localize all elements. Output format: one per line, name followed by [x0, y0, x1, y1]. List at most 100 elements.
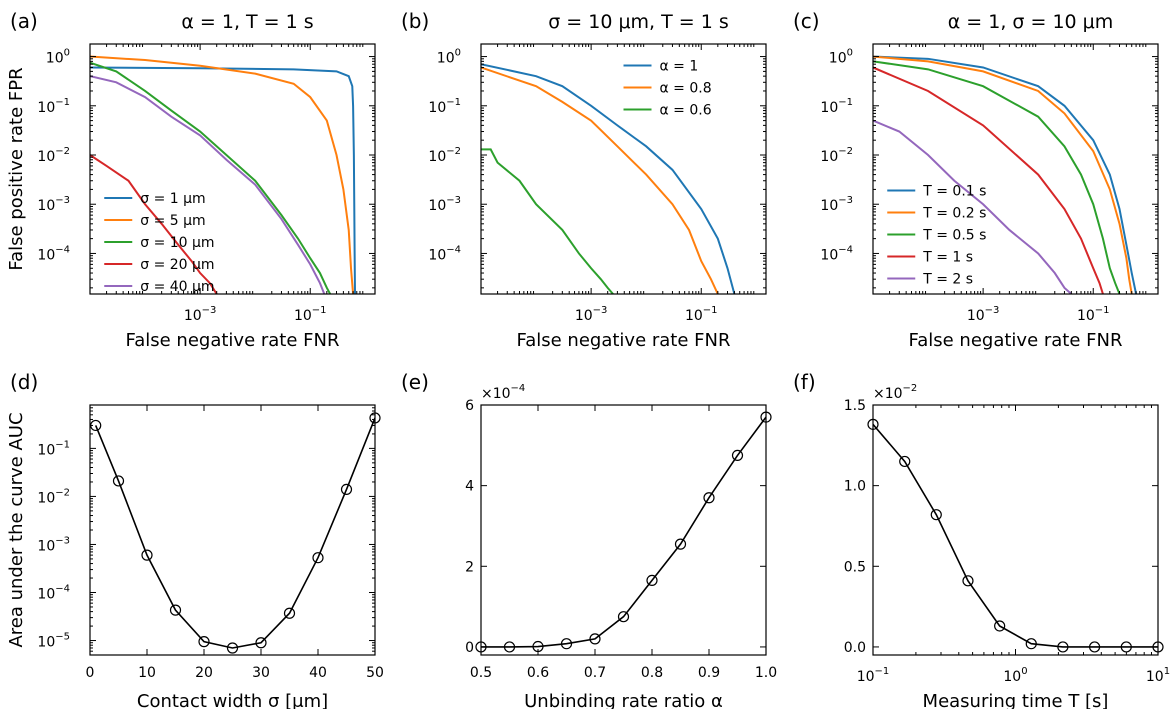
- data-point: [1057, 641, 1069, 653]
- series-line-4: [873, 66, 1104, 294]
- x-tick-label: 0.9: [698, 665, 720, 681]
- y-axis-label: Area under the curve AUC: [6, 412, 27, 647]
- x-tick-label: 10−1: [857, 666, 890, 685]
- x-tick-label: 101: [1146, 666, 1170, 685]
- x-tick-label: 10−1: [294, 305, 327, 324]
- y-tick-label: 10−1: [428, 97, 461, 116]
- series-line-4: [90, 154, 218, 294]
- panel-5: 0.5 0.6 0.7 0.8 0.9 1.0 0 2 4 6 (e) Unbinding rate …: [401, 370, 777, 709]
- legend-entry: σ = 5 μm: [140, 213, 205, 229]
- y-tick-label: 100: [829, 48, 853, 67]
- y-tick-label: 10−1: [820, 97, 853, 116]
- y-tick-label-exponent: 0: [847, 48, 853, 59]
- data-point: [994, 620, 1006, 632]
- legend-entry: α = 1: [660, 59, 699, 75]
- y-tick-label: 0.5: [844, 559, 866, 575]
- x-tick-label: 0: [86, 665, 95, 681]
- y-tick-label: 0: [465, 640, 474, 656]
- y-tick-label-exponent: 0: [455, 48, 461, 59]
- x-axis-label: Contact width σ [μm]: [137, 691, 328, 709]
- legend-entry: T = 1 s: [922, 250, 973, 266]
- y-tick-label: 4: [465, 479, 474, 495]
- series-line-5: [90, 75, 326, 294]
- y-tick-label-base: 10: [37, 198, 55, 214]
- x-tick-label: 1.0: [755, 665, 777, 681]
- x-tick-label-base: 10: [967, 308, 985, 324]
- y-tick-label-base: 10: [820, 198, 838, 214]
- x-axis-label: False negative rate FNR: [517, 330, 731, 351]
- legend-entry: T = 0.1 s: [922, 184, 986, 200]
- x-tick-label-base: 10: [1146, 669, 1164, 685]
- panel-4: 0 10 20 30 40 5010−110−210−310−410−5(d)Contac…: [6, 370, 384, 709]
- y-tick-label: 10−4: [37, 244, 70, 263]
- panel-letter: (f): [793, 370, 816, 394]
- y-tick-label-exponent: −4: [55, 244, 70, 255]
- x-tick-label: 100: [1003, 666, 1027, 685]
- data-point: [169, 604, 182, 616]
- x-tick-label-base: 10: [857, 669, 875, 685]
- x-tick-label-exponent: 0: [1021, 666, 1027, 677]
- y-tick-label-base: 10: [46, 51, 64, 67]
- y-tick-label: 10−3: [820, 195, 853, 214]
- panel-title: α = 1, σ = 10 μm: [948, 11, 1114, 33]
- plot-frame: [89, 404, 376, 656]
- data-point: [340, 483, 353, 495]
- data-point: [112, 475, 125, 487]
- series-line-1: [481, 63, 736, 294]
- x-tick-label-exponent: −1: [1095, 305, 1110, 316]
- y-tick-label-exponent: −4: [446, 244, 461, 255]
- series-line-3: [90, 61, 332, 294]
- y-tick-label: 1.5: [844, 398, 866, 414]
- plot-frame: [89, 43, 376, 295]
- y-tick-label: 10−2: [37, 487, 70, 506]
- y-tick-label: 2: [465, 559, 474, 575]
- series-line-1: [94, 417, 375, 649]
- y-tick-label: 10−2: [820, 146, 853, 165]
- x-tick-label-exponent: −3: [985, 305, 1000, 316]
- y-tick-label: 100: [46, 48, 70, 67]
- x-tick-label: 10−3: [575, 305, 608, 324]
- series-line-3: [481, 148, 614, 294]
- x-tick-label: 10−3: [184, 305, 217, 324]
- y-tick-label-base: 10: [428, 149, 446, 165]
- y-tick-label-exponent: −4: [838, 244, 853, 255]
- panel-title: σ = 10 μm, T = 1 s: [548, 11, 729, 33]
- y-tick-label-base: 10: [37, 635, 55, 651]
- y-tick-label-exponent: −3: [838, 195, 853, 206]
- series-line-2: [481, 66, 719, 294]
- legend-entry: α = 0.8: [660, 81, 712, 97]
- y-tick-label-base: 10: [428, 100, 446, 116]
- panel-letter: (c): [793, 9, 820, 33]
- y-tick-label-exponent: −4: [55, 584, 70, 595]
- panel-letter: (a): [10, 9, 38, 33]
- x-tick-label: 10: [138, 665, 156, 681]
- offset-text-base: ×10: [873, 386, 903, 402]
- series-line-1: [873, 55, 1138, 294]
- data-point: [930, 509, 942, 521]
- plot-frame: [480, 404, 767, 656]
- data-point: [1025, 638, 1037, 650]
- legend-entry: T = 2 s: [922, 272, 973, 288]
- y-tick-label: 10−3: [37, 535, 70, 554]
- series-line-1: [873, 423, 1158, 648]
- y-tick-label-base: 10: [820, 149, 838, 165]
- x-tick-label-exponent: −1: [703, 305, 718, 316]
- panel-letter: (e): [401, 370, 429, 394]
- y-tick-label: 10−3: [37, 195, 70, 214]
- y-tick-label-exponent: −2: [446, 146, 461, 157]
- y-tick-label-base: 10: [37, 247, 55, 263]
- plot-frame: [480, 43, 767, 295]
- y-tick-label: 6: [465, 398, 474, 414]
- y-tick-label-exponent: −5: [55, 632, 70, 643]
- y-tick-label: 10−4: [428, 244, 461, 263]
- y-tick-label: 10−1: [37, 97, 70, 116]
- x-tick-label-base: 10: [685, 308, 703, 324]
- y-tick-label-base: 10: [37, 149, 55, 165]
- series-line-5: [873, 119, 1072, 294]
- data-point: [560, 638, 573, 650]
- y-tick-label-base: 10: [829, 51, 847, 67]
- data-point: [674, 538, 687, 550]
- data-point: [899, 455, 911, 468]
